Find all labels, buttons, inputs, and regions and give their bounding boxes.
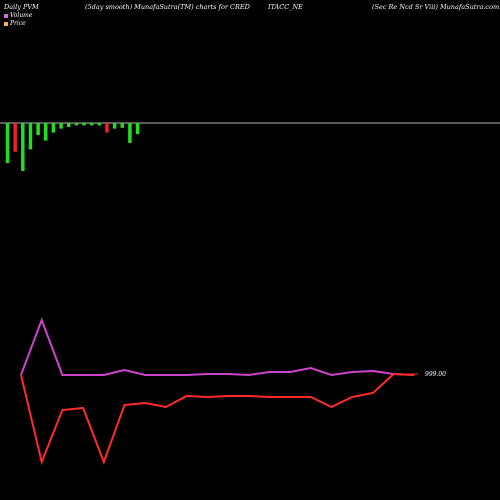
volume-bar [112, 123, 117, 129]
legend-price-label: Price [10, 20, 26, 27]
volume-bar [120, 123, 124, 128]
upper-price-line [20, 317, 415, 377]
volume-bar [28, 123, 33, 150]
volume-bars [5, 123, 140, 171]
source-label: (Sec Re Ncd Sr Viii) MunafaSutra.com [372, 3, 500, 11]
volume-bar [89, 123, 94, 126]
chart-title: Daily PVM [4, 3, 39, 11]
volume-bar [51, 123, 56, 133]
legend-volume-swatch [4, 13, 8, 18]
volume-bar [36, 123, 40, 135]
volume-bar [66, 123, 71, 127]
legend-volume: Volume [4, 12, 32, 19]
volume-bar [21, 123, 25, 171]
lower-price-line [20, 372, 415, 466]
legend-volume-label: Volume [10, 12, 33, 19]
chart-subtitle: (5day smooth) MunafaSutra(TM) charts for… [85, 3, 250, 11]
volume-bar [44, 123, 48, 141]
volume-bar [74, 123, 79, 126]
volume-bar [135, 123, 140, 135]
volume-bar [128, 123, 132, 143]
volume-bar [5, 123, 10, 163]
legend-price-swatch [4, 21, 8, 26]
volume-bar [13, 123, 17, 152]
volume-bar [59, 123, 63, 129]
volume-bar [82, 123, 86, 126]
ticker-label: ITACC_NE [268, 3, 303, 11]
legend-price: Price [4, 20, 26, 27]
volume-bar [105, 123, 109, 133]
volume-bar [97, 123, 102, 126]
price-annotation: 999.00 [425, 371, 446, 378]
